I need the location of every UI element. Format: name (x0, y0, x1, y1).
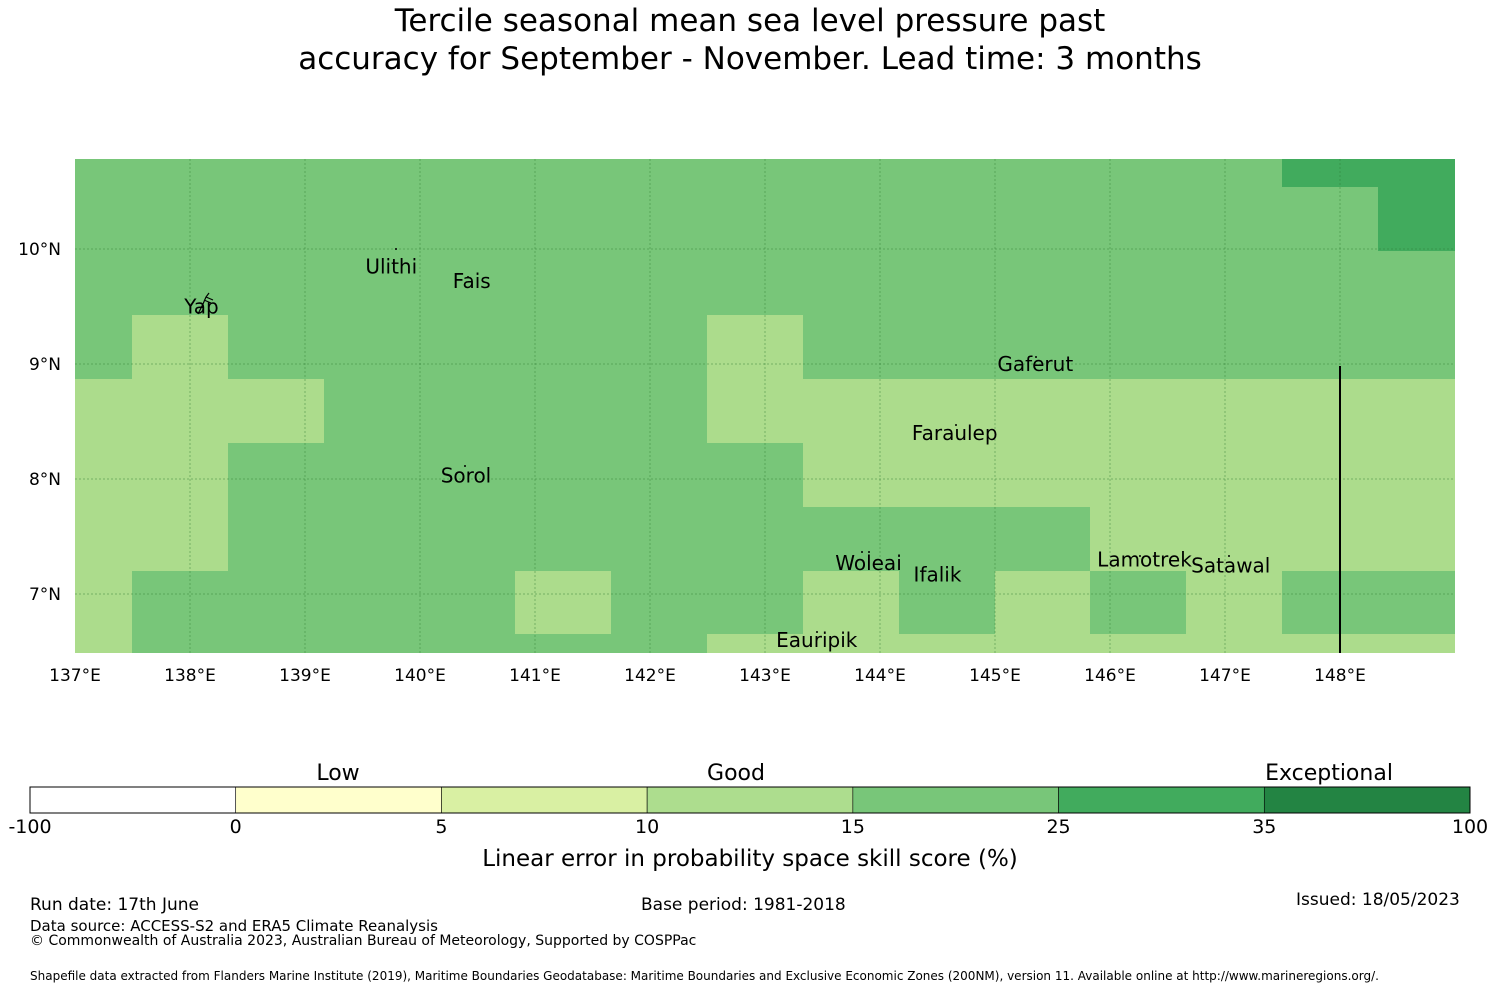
ulithi-island-dot (395, 248, 397, 250)
colorbar-tick-label: 10 (635, 816, 660, 838)
skill-cell (1090, 507, 1455, 571)
colorbar (29, 786, 1471, 814)
run-date: Run date: 17th June (30, 895, 199, 915)
lat-tick-label: 10°N (18, 240, 61, 260)
faraulep-island-dot (955, 424, 957, 426)
lat-tick-label: 9°N (29, 355, 61, 375)
lon-tick-label: 146°E (1084, 666, 1136, 686)
copyright: © Commonwealth of Australia 2023, Austra… (30, 933, 697, 949)
place-label: Woleai (835, 551, 902, 575)
skill-cell (515, 571, 611, 634)
skill-cell (1378, 187, 1455, 251)
lon-tick-label: 144°E (854, 666, 906, 686)
lon-tick-label: 142°E (624, 666, 676, 686)
lon-tick-label: 145°E (969, 666, 1021, 686)
place-label: Faraulep (912, 421, 998, 445)
map-title-line1: Tercile seasonal mean sea level pressure… (394, 3, 1106, 39)
lon-tick-label: 147°E (1199, 666, 1251, 686)
lat-tick-label: 8°N (29, 470, 61, 490)
skill-cell (707, 315, 803, 379)
colorbar-tick-label: 25 (1046, 816, 1071, 838)
graticule (75, 159, 1455, 653)
colorbar-segment (646, 786, 854, 814)
place-label: Lamotrek (1097, 548, 1192, 572)
place-labels: Ulithi Fais Yap Gaferut Faraulep Sorol Woleai I… (183, 254, 1270, 652)
colorbar-segments (29, 786, 1471, 814)
island-markers (197, 248, 1230, 633)
place-label: Yap (183, 295, 218, 319)
colorbar-segment (1058, 786, 1265, 814)
lon-tick-label: 137°E (49, 666, 101, 686)
colorbar-category-good: Good (707, 761, 765, 786)
skill-cell (707, 634, 1455, 653)
place-label: Ifalik (914, 562, 962, 586)
skill-cell (803, 571, 899, 634)
colorbar-category-exceptional: Exceptional (1265, 761, 1393, 786)
colorbar-frame (29, 786, 1471, 814)
lat-tick-label: 7°N (29, 585, 61, 605)
place-label: Gaferut (997, 352, 1073, 376)
issued-date: Issued: 18/05/2023 (1296, 890, 1460, 910)
map-title-line2: accuracy for September - November. Lead … (298, 41, 1202, 77)
lon-tick-label: 141°E (509, 666, 561, 686)
colorbar-category-low: Low (316, 761, 360, 786)
skill-map: Ulithi Fais Yap Gaferut Faraulep Sorol Woleai I… (18, 159, 1455, 686)
lon-tick-label: 139°E (279, 666, 331, 686)
colorbar-tick-label: 15 (840, 816, 865, 838)
skill-cell (75, 379, 228, 571)
colorbar-segment (29, 786, 237, 814)
lon-tick-label: 138°E (164, 666, 216, 686)
axis-tick-labels: 137°E 138°E 139°E 140°E 141°E 142°E 143°E 144°E… (18, 240, 1366, 686)
colorbar-tick-label: 35 (1252, 816, 1277, 838)
skill-cell (803, 443, 1455, 507)
lon-tick-label: 148°E (1314, 666, 1366, 686)
skill-cell (707, 379, 1455, 443)
place-label: Satawal (1191, 553, 1270, 577)
skill-cell (1282, 159, 1455, 187)
lon-tick-label: 143°E (739, 666, 791, 686)
colorbar-segment (852, 786, 1059, 814)
shapefile-credit: Shapefile data extracted from Flanders M… (30, 969, 1379, 983)
base-period: Base period: 1981-2018 (641, 895, 846, 915)
map-title: Tercile seasonal mean sea level pressure… (0, 2, 1500, 78)
skill-cell (1186, 571, 1282, 634)
colorbar-label: Linear error in probability space skill … (482, 846, 1018, 872)
woleai-island-dot (868, 551, 870, 553)
lon-tick-label: 140°E (394, 666, 446, 686)
colorbar-segment (441, 786, 648, 814)
place-label: Eauripik (776, 628, 858, 652)
colorbar-tick-label: 0 (229, 816, 242, 838)
skill-cell (75, 571, 132, 653)
skill-cell (228, 379, 324, 443)
colorbar-segment (235, 786, 442, 814)
skill-cell (132, 315, 228, 379)
colorbar-segment (1263, 786, 1471, 814)
skill-cell (995, 571, 1090, 634)
yap-island-shape (197, 292, 214, 315)
fais-island-dot (467, 276, 469, 278)
gaferut-island-dot (1035, 356, 1037, 358)
satawal-island-dot (1228, 555, 1230, 557)
colorbar-tick-label: 100 (1451, 816, 1489, 838)
place-label: Ulithi (365, 254, 417, 278)
place-label: Fais (453, 269, 491, 293)
data-source: Data source: ACCESS-S2 and ERA5 Climate … (30, 917, 438, 935)
place-label: Sorol (441, 464, 492, 488)
eauripik-island-dot (816, 631, 818, 633)
woleai-island-dot (861, 551, 863, 553)
skill-grid-cells (75, 159, 1455, 653)
colorbar-tick-label: -100 (8, 816, 52, 838)
sorol-island-dot (464, 465, 466, 467)
colorbar-tick-label: 5 (435, 816, 448, 838)
lamotrek-island-dot (1139, 555, 1141, 557)
